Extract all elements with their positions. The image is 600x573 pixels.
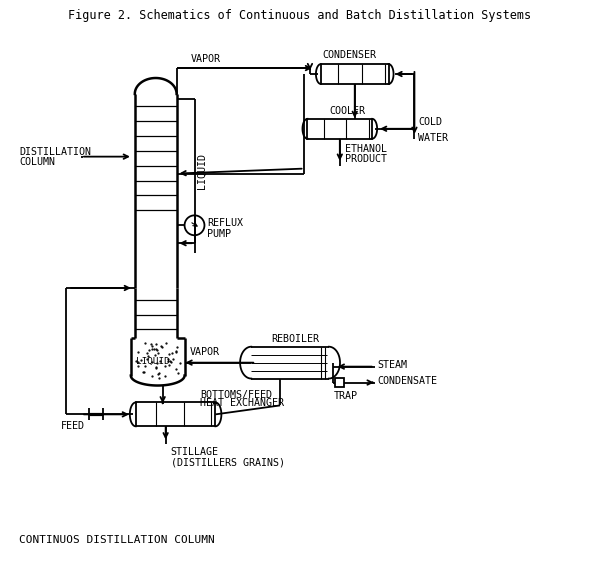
Bar (335, 378, 344, 387)
Text: HEAT EXCHANGER: HEAT EXCHANGER (200, 398, 284, 409)
Text: CONTINUOS DISTILLATION COLUMN: CONTINUOS DISTILLATION COLUMN (19, 535, 215, 545)
Text: ETHANOL: ETHANOL (345, 144, 387, 154)
Bar (136, 402, 215, 426)
Text: LIQUID: LIQUID (197, 153, 206, 189)
Text: STEAM: STEAM (377, 360, 407, 370)
Text: LIQUID: LIQUID (136, 357, 170, 366)
Text: BOTTOMS/FEED: BOTTOMS/FEED (200, 390, 272, 401)
Text: FEED: FEED (61, 421, 85, 431)
Text: Figure 2. Schematics of Continuous and Batch Distillation Systems: Figure 2. Schematics of Continuous and B… (68, 9, 532, 22)
Text: VAPOR: VAPOR (191, 54, 221, 64)
Text: COOLER: COOLER (330, 106, 366, 116)
Text: CONDENSER: CONDENSER (323, 50, 377, 60)
Text: DISTILLATION: DISTILLATION (19, 147, 91, 156)
Text: CONDENSATE: CONDENSATE (377, 375, 437, 386)
Text: TRAP: TRAP (334, 391, 358, 402)
Text: STILLAGE: STILLAGE (170, 447, 218, 457)
Bar (307, 119, 372, 139)
Text: COLUMN: COLUMN (19, 156, 55, 167)
Text: (DISTILLERS GRAINS): (DISTILLERS GRAINS) (170, 457, 284, 467)
Text: PRODUCT: PRODUCT (345, 154, 387, 164)
Text: COLD: COLD (418, 117, 442, 127)
Text: REFLUX: REFLUX (208, 218, 244, 228)
Text: VAPOR: VAPOR (190, 347, 220, 356)
Bar (321, 64, 389, 84)
Text: WATER: WATER (418, 133, 448, 143)
Text: PUMP: PUMP (208, 229, 232, 240)
Text: REBOILER: REBOILER (271, 333, 319, 344)
